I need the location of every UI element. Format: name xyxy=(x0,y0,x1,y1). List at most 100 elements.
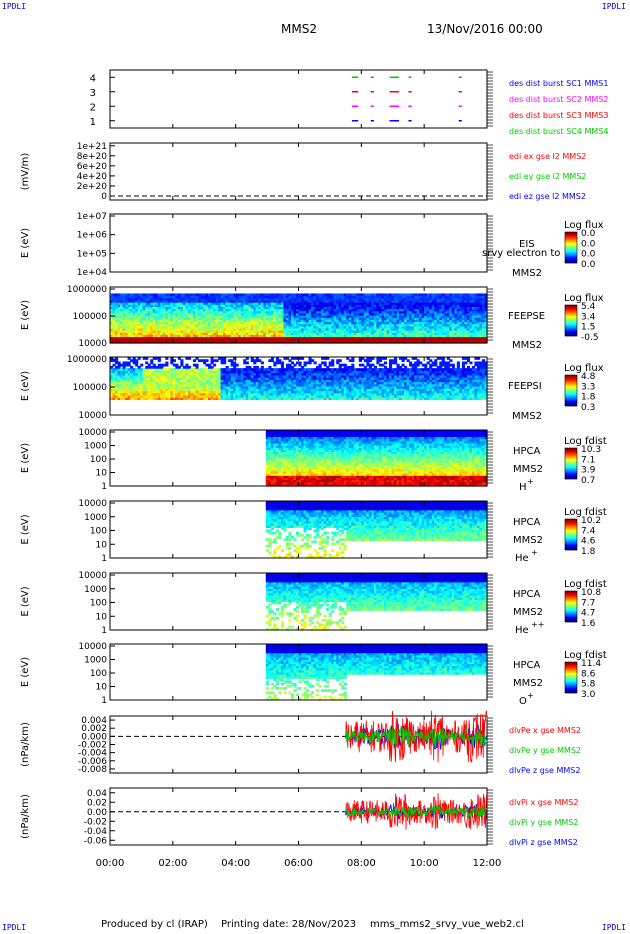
spectrogram-cell xyxy=(120,332,124,335)
spectrogram-cell xyxy=(142,374,146,378)
spectrogram-cell xyxy=(481,295,486,299)
spectrogram-cell xyxy=(152,363,156,367)
spectrogram-cell xyxy=(414,312,418,316)
spectrogram-cell xyxy=(326,304,330,307)
spectrogram-cell xyxy=(351,317,355,320)
spectrogram-cell xyxy=(230,386,234,389)
spectrogram-cell xyxy=(301,370,305,374)
spectrogram-cell xyxy=(192,304,197,307)
spectrogram-cell xyxy=(202,394,207,398)
spacecraft-title: MMS2 xyxy=(281,22,317,36)
spectrogram-cell xyxy=(157,370,161,374)
spectrogram-cell xyxy=(167,340,171,344)
spectrogram-cell xyxy=(456,297,460,301)
spectrogram-cell xyxy=(424,297,428,301)
spectrogram-cell xyxy=(208,363,212,367)
spectrogram-cell xyxy=(278,368,282,371)
spectrogram-cell xyxy=(112,338,116,342)
spectrogram-cell xyxy=(162,370,166,374)
spectrogram-cell xyxy=(165,310,169,314)
spectrogram-cell xyxy=(155,308,159,312)
spectrogram-cell xyxy=(170,319,174,323)
spectrogram-cell xyxy=(328,327,332,331)
spectrogram-cell xyxy=(200,327,204,331)
spectrogram-cell xyxy=(152,317,156,320)
spectrogram-cell xyxy=(223,359,227,363)
spectrogram-cell xyxy=(187,336,192,340)
spectrogram-cell xyxy=(363,308,367,312)
spectrogram-cell xyxy=(321,295,325,299)
spectrogram-cell xyxy=(253,377,257,380)
spectrogram-cell xyxy=(258,390,262,394)
spectrogram-cell xyxy=(142,317,146,320)
spectrogram-cell xyxy=(461,319,465,323)
spectrogram-cell xyxy=(421,302,425,305)
spectrogram-cell xyxy=(132,317,136,320)
spectrogram-cell xyxy=(376,308,380,312)
spectrogram-cell xyxy=(353,317,357,320)
spectrogram-cell xyxy=(268,319,272,323)
spectrogram-cell xyxy=(323,310,327,314)
spectrogram-cell xyxy=(348,323,352,327)
spectrogram-cell xyxy=(228,308,232,312)
spectrogram-cell xyxy=(235,310,239,314)
spectrogram-cell xyxy=(363,295,367,299)
spectrogram-cell xyxy=(270,368,274,371)
spectrogram-cell xyxy=(140,368,144,371)
spectrogram-cell xyxy=(147,334,151,338)
spectrogram-cell xyxy=(167,299,171,303)
spectrogram-cell xyxy=(265,304,269,307)
spectrogram-cell xyxy=(301,302,305,305)
spectrogram-cell xyxy=(459,340,463,344)
spectrogram-cell xyxy=(235,336,239,340)
spectrogram-cell xyxy=(459,332,463,335)
spectrogram-cell xyxy=(255,383,259,387)
spectrogram-cell xyxy=(213,390,217,394)
spectrogram-cell xyxy=(293,317,297,320)
spectrogram-cell xyxy=(233,363,237,367)
spectrogram-cell xyxy=(378,302,383,305)
spectrogram-cell xyxy=(253,334,257,338)
spectrogram-cell xyxy=(388,327,393,331)
spectrogram-cell xyxy=(132,397,136,400)
spectrogram-cell xyxy=(233,310,237,314)
spectrogram-cell xyxy=(444,297,448,301)
spectrogram-cell xyxy=(255,304,259,307)
colorbar-tick-label: 3.4 xyxy=(581,312,596,322)
spectrogram-cell xyxy=(248,304,252,307)
spectrogram-cell xyxy=(135,327,139,331)
spectrogram-cell xyxy=(391,293,395,297)
spectrogram-cell xyxy=(210,374,214,378)
spectrogram-cell xyxy=(298,332,302,335)
spectrogram-cell xyxy=(295,374,300,378)
spectrogram-cell xyxy=(250,323,254,327)
spectrogram-cell xyxy=(283,317,287,320)
spectrogram-cell xyxy=(431,325,435,329)
spectrogram-cell xyxy=(383,312,388,316)
spectrogram-cell xyxy=(185,392,189,396)
colorbar-cell xyxy=(565,232,577,234)
spectrogram-cell xyxy=(383,330,388,333)
spectrogram-cell xyxy=(454,297,458,301)
spectrogram-cell xyxy=(346,336,350,340)
spectrogram-cell xyxy=(301,299,305,303)
spectrogram-cell xyxy=(283,377,287,380)
spectrogram-cell xyxy=(125,334,129,338)
spectrogram-cell xyxy=(356,310,360,314)
spectrogram-cell xyxy=(115,306,119,310)
spectrogram-cell xyxy=(172,368,176,371)
spectrogram-cell xyxy=(197,370,202,374)
spectrogram-cell xyxy=(311,295,315,299)
spectrogram-cell xyxy=(318,299,322,303)
spectrogram-cell xyxy=(195,319,199,323)
spectrogram-cell xyxy=(155,323,159,327)
spectrogram-cell xyxy=(431,315,435,318)
spectrogram-cell xyxy=(230,299,234,303)
spectrogram-cell xyxy=(321,332,325,335)
spectrogram-cell xyxy=(416,323,420,327)
spectrogram-cell xyxy=(449,338,453,342)
spectrogram-cell xyxy=(147,394,151,398)
spectrogram-cell xyxy=(391,308,395,312)
spectrogram-cell xyxy=(155,381,159,385)
spectrogram-cell xyxy=(230,361,234,365)
